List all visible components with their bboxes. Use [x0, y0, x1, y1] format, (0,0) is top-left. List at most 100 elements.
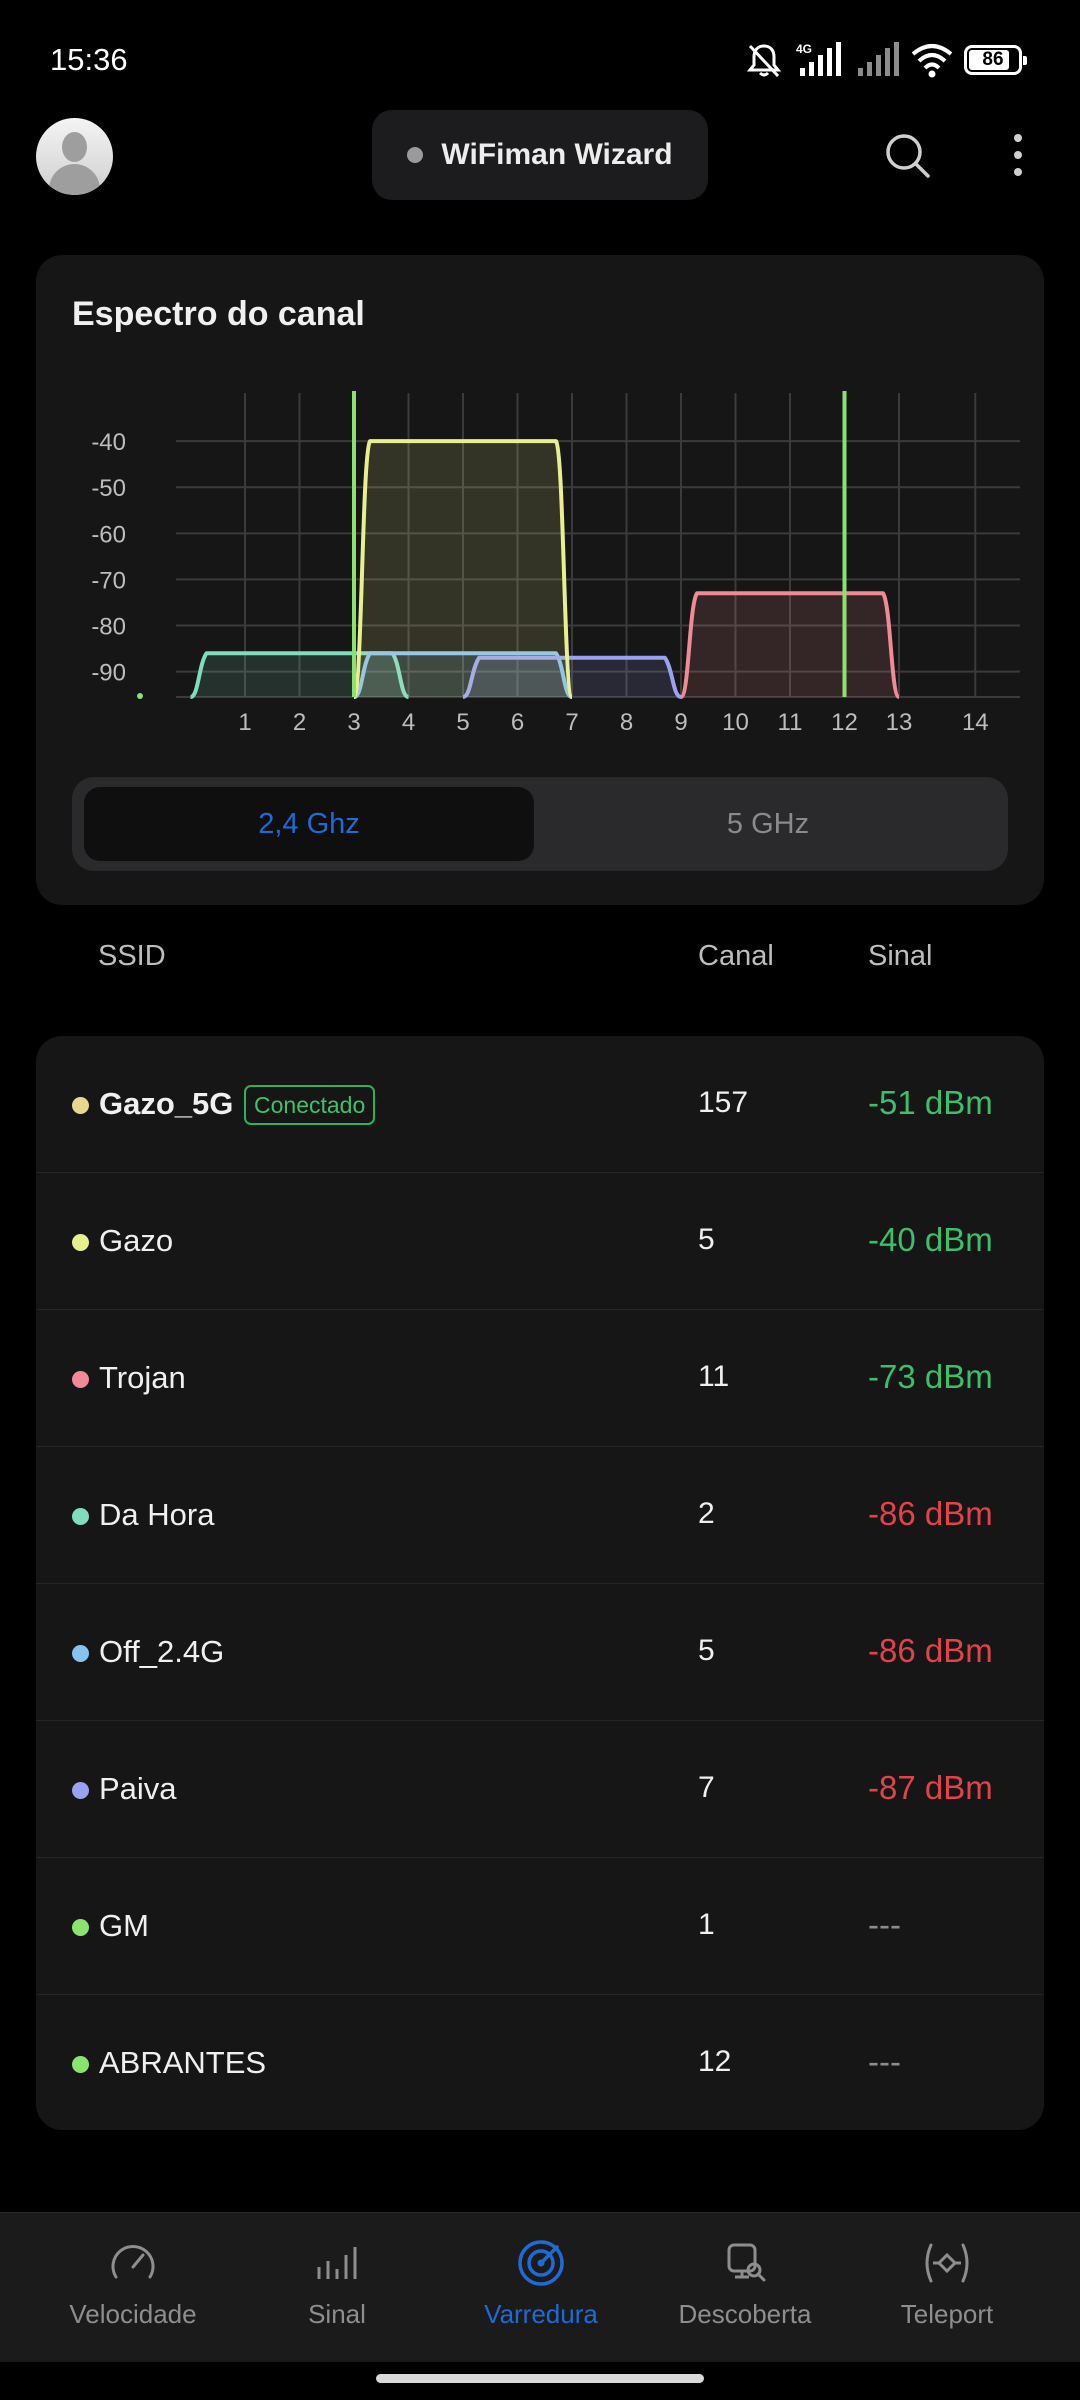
- network-channel: 1: [698, 1908, 715, 1941]
- avatar-head: [62, 132, 87, 162]
- network-color-dot: [72, 1645, 89, 1662]
- channel-spectrum-chart: -40-50-60-70-80-901 2 3 4 5 6 7 8 9 10 11 12 13 14: [91, 391, 1020, 736]
- wizard-label: WiFiman Wizard: [441, 138, 673, 171]
- bottom-navigation: Velocidade Sinal Varredura: [0, 2212, 1080, 2362]
- signal-curve-trojan: [679, 591, 901, 699]
- network-row[interactable]: ABRANTES 12 ---: [36, 1995, 1044, 2130]
- mute-icon: [746, 44, 782, 78]
- nav-label: Teleport: [900, 2299, 994, 2329]
- x-tick-label: 11: [778, 709, 803, 736]
- nav-velocidade[interactable]: Velocidade: [33, 2237, 233, 2347]
- network-color-dot: [72, 1782, 89, 1799]
- network-color-dot: [72, 1508, 89, 1525]
- status-icons: 4G 86: [744, 38, 1027, 82]
- more-vertical-icon[interactable]: [1000, 130, 1036, 180]
- network-signal: -86 dBm: [868, 1632, 993, 1669]
- avatar-body: [49, 164, 100, 195]
- signal-area-trojan: [681, 593, 899, 697]
- nav-descoberta[interactable]: Descoberta: [645, 2237, 845, 2347]
- radar-icon: [518, 2240, 564, 2286]
- status-bar: 15:36 4G: [0, 0, 1080, 120]
- network-ssid: Da Hora: [99, 1497, 215, 1532]
- x-tick-label: 14: [962, 709, 989, 736]
- signal-4g-icon: 4G: [796, 42, 841, 76]
- network-ssid: ABRANTES: [99, 2045, 267, 2080]
- x-tick-label: 2: [293, 709, 306, 736]
- band-24ghz-button[interactable]: 2,4 Ghz: [84, 787, 534, 861]
- network-signal: -86 dBm: [868, 1495, 993, 1532]
- x-tick-label: 10: [722, 709, 749, 736]
- network-ssid: Trojan: [99, 1360, 186, 1395]
- signal-area-gazo: [354, 441, 572, 697]
- band-5ghz-button[interactable]: 5 GHz: [726, 807, 810, 840]
- nav-sinal[interactable]: Sinal: [237, 2237, 437, 2347]
- signal-bars-icon: [317, 2247, 357, 2279]
- y-tick-label: -40: [91, 429, 126, 456]
- unmeasured-dot: [137, 693, 143, 699]
- discovery-icon: [727, 2243, 766, 2282]
- network-channel: 2: [698, 1497, 715, 1530]
- network-channel: 5: [698, 1223, 715, 1256]
- network-signal: ---: [868, 1906, 901, 1943]
- teleport-icon: [925, 2243, 969, 2283]
- network-type-label: 4G: [796, 42, 812, 56]
- network-row[interactable]: Trojan 11 -73 dBm: [36, 1310, 1044, 1447]
- column-channel: Canal: [698, 940, 774, 972]
- connected-badge: Conectado: [244, 1085, 376, 1125]
- x-tick-label: 4: [402, 709, 415, 736]
- nav-label: Descoberta: [678, 2299, 812, 2329]
- x-tick-label: 5: [456, 709, 469, 736]
- y-tick-label: -90: [91, 660, 126, 687]
- y-tick-label: -80: [91, 614, 126, 641]
- signal-curve-paiva: [462, 655, 682, 699]
- network-ssid: Gazo: [99, 1223, 174, 1258]
- nav-label: Varredura: [484, 2299, 598, 2329]
- network-signal: -73 dBm: [868, 1358, 993, 1395]
- search-icon[interactable]: [882, 130, 932, 180]
- signal-icon: [858, 42, 899, 76]
- column-signal: Sinal: [868, 940, 933, 972]
- network-list-header: SSID Canal Sinal: [0, 940, 1080, 990]
- x-tick-label: 6: [511, 709, 524, 736]
- signal-area-off-2-4g: [354, 653, 572, 697]
- y-tick-label: -50: [91, 475, 126, 502]
- network-row[interactable]: Paiva 7 -87 dBm: [36, 1721, 1044, 1858]
- channel-spectrum-card: Espectro do canal -40 -50 -60 -70 -80 -90 1 2 3 4…: [36, 255, 1044, 905]
- network-row[interactable]: Gazo 5 -40 dBm: [36, 1173, 1044, 1310]
- network-row[interactable]: Gazo_5G Conectado 157 -51 dBm: [36, 1036, 1044, 1173]
- wifi-icon: [911, 44, 953, 78]
- network-color-dot: [72, 1234, 89, 1251]
- network-channel: 7: [698, 1771, 715, 1804]
- x-tick-label: 9: [674, 709, 687, 736]
- network-ssid: Off_2.4G: [99, 1634, 225, 1669]
- network-row[interactable]: Da Hora 2 -86 dBm: [36, 1447, 1044, 1584]
- network-signal: -51 dBm: [868, 1084, 993, 1121]
- y-tick-label: -60: [91, 521, 126, 548]
- x-tick-label: 1: [238, 709, 251, 736]
- battery-icon: 86: [964, 45, 1027, 75]
- avatar[interactable]: [36, 118, 113, 195]
- network-channel: 11: [698, 1360, 730, 1393]
- network-row[interactable]: Off_2.4G 5 -86 dBm: [36, 1584, 1044, 1721]
- x-tick-label: 7: [565, 709, 578, 736]
- battery-level-fill: [969, 50, 1010, 70]
- network-signal: -87 dBm: [868, 1769, 993, 1806]
- status-time: 15:36: [50, 42, 128, 77]
- nav-teleport[interactable]: Teleport: [847, 2237, 1047, 2347]
- network-color-dot: [72, 1919, 89, 1936]
- chart-title: Espectro do canal: [72, 295, 365, 333]
- x-tick-label: 8: [620, 709, 633, 736]
- x-tick-label: 12: [831, 709, 858, 736]
- nav-varredura[interactable]: Varredura: [441, 2237, 641, 2347]
- network-signal: -40 dBm: [868, 1221, 993, 1258]
- network-color-dot: [72, 2056, 89, 2073]
- nav-label: Velocidade: [69, 2299, 197, 2329]
- network-row[interactable]: GM 1 ---: [36, 1858, 1044, 1995]
- network-ssid: GM: [99, 1908, 149, 1943]
- network-channel: 5: [698, 1634, 715, 1667]
- network-channel: 157: [698, 1086, 749, 1119]
- y-tick-label: -70: [91, 567, 126, 594]
- wifiman-wizard-button[interactable]: WiFiman Wizard: [372, 110, 708, 200]
- network-color-dot: [72, 1371, 89, 1388]
